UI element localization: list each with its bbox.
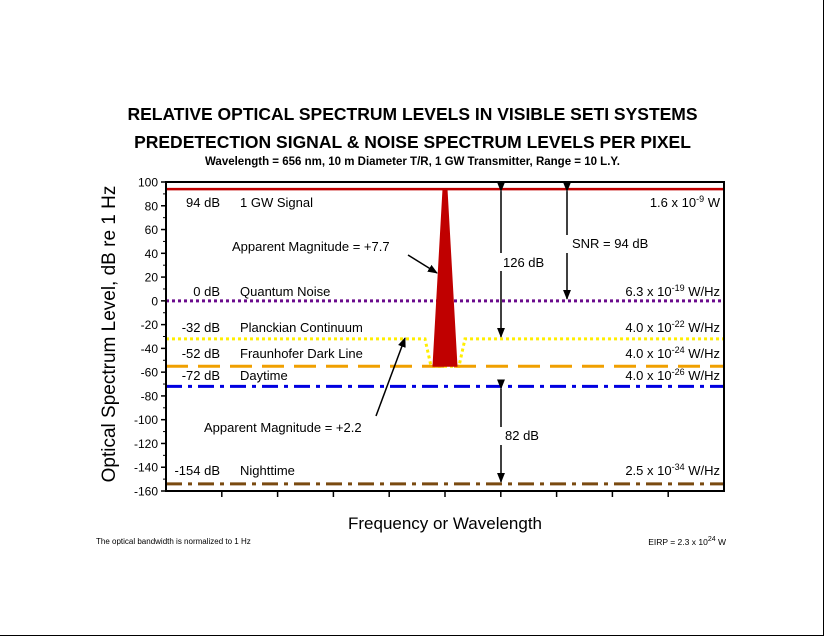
level-value-label: 2.5 x 10-34 W/Hz	[625, 462, 720, 478]
annotation-82-db: 82 dB	[505, 428, 539, 443]
chart-subtitle: Wavelength = 656 nm, 10 m Diameter T/R, …	[205, 156, 620, 168]
chart-title-2: PREDETECTION SIGNAL & NOISE SPECTRUM LEV…	[134, 132, 691, 152]
label-bg	[566, 235, 662, 253]
level-name-label: Planckian Continuum	[240, 320, 363, 335]
level-name-label: Fraunhofer Dark Line	[240, 346, 363, 361]
level-value-label: 6.3 x 10-19 W/Hz	[625, 283, 720, 299]
level-value-label: 1.6 x 10-9 W	[650, 194, 721, 210]
annotation-mag-7-7: Apparent Magnitude = +7.7	[232, 239, 390, 254]
level-name-label: Nighttime	[240, 463, 295, 478]
level-value-label: 4.0 x 10-26 W/Hz	[625, 367, 720, 383]
y-tick-label: 60	[145, 223, 159, 237]
signal-peak-shape	[432, 188, 458, 367]
y-tick-label: -140	[134, 461, 158, 475]
level-labels: 94 dB 1 GW Signal 1.6 x 10-9 W 0 dB Quantum …	[174, 194, 720, 478]
label-bg	[498, 253, 550, 271]
y-tick-label: 20	[145, 271, 159, 285]
arrow-mag-7-7	[407, 254, 438, 274]
level-db-label: -52 dB	[182, 346, 220, 361]
level-db-label: -32 dB	[182, 320, 220, 335]
y-tick-label: -120	[134, 437, 158, 451]
eirp-label: EIRP = 2.3 x 1024 W	[648, 536, 726, 547]
signal-peak	[432, 188, 458, 367]
y-tick-label: 100	[138, 176, 158, 190]
annotation-snr: SNR = 94 dB	[572, 236, 648, 251]
level-db-label: 94 dB	[186, 195, 220, 210]
x-axis-ticks	[221, 491, 669, 497]
level-db-label: 0 dB	[193, 284, 220, 299]
y-tick-label: -80	[141, 389, 159, 403]
label-bg	[498, 427, 546, 445]
annotations: Apparent Magnitude = +7.7 Apparent Magnit…	[204, 182, 662, 483]
level-value-label: 4.0 x 10-22 W/Hz	[625, 319, 720, 335]
bandwidth-note: The optical bandwidth is normalized to 1…	[96, 537, 251, 546]
y-tick-label: -40	[141, 342, 159, 356]
y-tick-label: -20	[141, 318, 159, 332]
y-tick-label: -160	[134, 485, 158, 499]
level-name-label: Quantum Noise	[240, 284, 330, 299]
y-tick-label: 0	[151, 294, 158, 308]
x-axis-label: Frequency or Wavelength	[348, 514, 542, 533]
annotation-126-db: 126 dB	[503, 255, 544, 270]
chart-title: RELATIVE OPTICAL SPECTRUM LEVELS IN VISI…	[127, 104, 698, 124]
level-name-label: 1 GW Signal	[240, 195, 313, 210]
y-axis-label: Optical Spectrum Level, dB re 1 Hz	[99, 186, 120, 483]
y-tick-label: -100	[134, 413, 158, 427]
y-tick-label: 80	[145, 199, 159, 213]
level-db-label: -154 dB	[174, 463, 220, 478]
level-db-label: -72 dB	[182, 368, 220, 383]
level-value-label: 4.0 x 10-24 W/Hz	[625, 345, 720, 361]
y-tick-label: 40	[145, 247, 159, 261]
y-axis: 100 80 60 40 20 0 -20 -40 -60 -80 -100 -120 -140 -160	[134, 176, 166, 499]
level-name-label: Daytime	[240, 368, 288, 383]
arrow-mag-2-2	[375, 337, 406, 417]
annotation-mag-2-2: Apparent Magnitude = +2.2	[204, 420, 362, 435]
y-tick-label: -60	[141, 366, 159, 380]
